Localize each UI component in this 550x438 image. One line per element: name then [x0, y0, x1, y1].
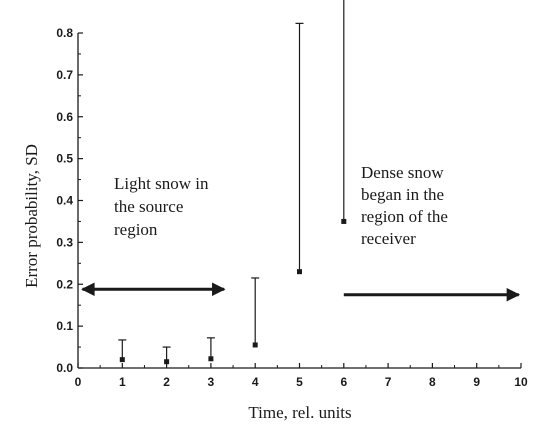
annotation-dense-snow-line-3: region of the — [361, 207, 448, 226]
x-ticks-layer: 0 1 2 3 4 5 6 7 8 9 10 — [75, 363, 528, 389]
annotation-light-snow: Light snow in the source region — [114, 174, 213, 239]
y-tick-label: 0.4 — [56, 194, 73, 208]
annotation-dense-snow-line-2: began in the — [361, 185, 444, 204]
x-tick-label: 10 — [514, 375, 528, 389]
y-tick-label: 0.2 — [56, 277, 73, 291]
annotation-light-snow-line-1: Light snow in — [114, 174, 209, 193]
y-tick-label: 0.1 — [56, 319, 73, 333]
y-axis-label: Error probability, SD — [22, 144, 41, 288]
annotation-light-snow-line-3: region — [114, 220, 158, 239]
x-tick-label: 0 — [75, 375, 82, 389]
y-tick-label: 0.5 — [56, 152, 73, 166]
x-tick-label: 5 — [296, 375, 303, 389]
y-tick-label: 0.0 — [56, 361, 73, 375]
annotation-dense-snow-line-4: receiver — [361, 229, 416, 248]
x-tick-label: 4 — [252, 375, 259, 389]
data-point — [252, 342, 258, 348]
data-point — [164, 359, 170, 365]
data-point — [297, 269, 302, 275]
x-tick-label: 8 — [429, 375, 436, 389]
x-tick-label: 1 — [119, 375, 126, 389]
y-ticks-layer: 0.0 0.1 0.2 0.3 0.4 0.5 0.6 0.7 0.8 — [56, 26, 83, 375]
x-tick-label: 9 — [473, 375, 480, 389]
annotation-dense-snow: Dense snow began in the region of the re… — [361, 163, 452, 248]
annotation-dense-snow-line-1: Dense snow — [361, 163, 444, 182]
y-tick-label: 0.8 — [56, 26, 73, 40]
x-tick-label: 7 — [385, 375, 392, 389]
data-point — [119, 357, 125, 363]
x-tick-label: 2 — [163, 375, 170, 389]
error-bars-layer — [118, 0, 345, 362]
x-axis-label: Time, rel. units — [248, 403, 351, 422]
data-point — [208, 356, 214, 362]
y-tick-label: 0.7 — [56, 68, 73, 82]
data-points-layer — [119, 218, 347, 365]
data-point — [341, 218, 347, 224]
y-tick-label: 0.3 — [56, 235, 73, 249]
arrows-layer — [81, 282, 521, 302]
y-tick-label: 0.6 — [56, 110, 73, 124]
annotation-light-snow-line-2: the source — [114, 197, 183, 216]
x-tick-label: 6 — [340, 375, 347, 389]
x-tick-label: 3 — [208, 375, 215, 389]
